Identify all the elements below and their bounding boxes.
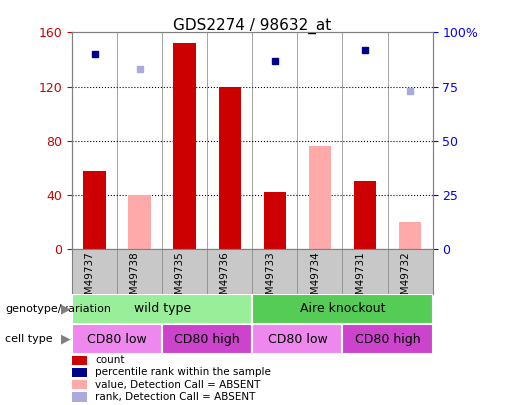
Text: CD80 low: CD80 low: [267, 333, 328, 346]
Text: rank, Detection Call = ABSENT: rank, Detection Call = ABSENT: [95, 392, 255, 402]
Bar: [252, 294, 433, 324]
Text: Aire knockout: Aire knockout: [300, 302, 385, 315]
Bar: [308, 146, 331, 249]
Text: ▶: ▶: [61, 302, 71, 315]
Bar: [128, 195, 151, 249]
Bar: [218, 87, 241, 249]
Text: percentile rank within the sample: percentile rank within the sample: [95, 367, 271, 377]
Text: ▶: ▶: [61, 333, 71, 345]
Bar: [83, 171, 106, 249]
Text: value, Detection Call = ABSENT: value, Detection Call = ABSENT: [95, 379, 261, 390]
Text: GSM49738: GSM49738: [130, 251, 140, 308]
Bar: [252, 324, 342, 354]
Bar: [72, 294, 252, 324]
Bar: [162, 324, 252, 354]
Text: GSM49731: GSM49731: [355, 251, 365, 308]
Text: GDS2274 / 98632_at: GDS2274 / 98632_at: [173, 18, 332, 34]
Text: GSM49735: GSM49735: [175, 251, 185, 308]
Text: GSM49732: GSM49732: [400, 251, 410, 308]
Bar: [72, 356, 87, 365]
Text: GSM49737: GSM49737: [84, 251, 95, 308]
Text: GSM49734: GSM49734: [310, 251, 320, 308]
Bar: [72, 392, 87, 402]
Text: wild type: wild type: [134, 302, 191, 315]
Text: CD80 high: CD80 high: [175, 333, 240, 346]
Text: cell type: cell type: [5, 334, 53, 344]
Text: genotype/variation: genotype/variation: [5, 304, 111, 313]
Bar: [264, 192, 286, 249]
Bar: [399, 222, 421, 249]
Text: count: count: [95, 355, 125, 365]
Text: CD80 low: CD80 low: [87, 333, 147, 346]
Bar: [354, 181, 376, 249]
Bar: [72, 324, 162, 354]
Bar: [72, 380, 87, 390]
Text: GSM49733: GSM49733: [265, 251, 275, 308]
Text: CD80 high: CD80 high: [355, 333, 420, 346]
Bar: [342, 324, 433, 354]
Bar: [72, 368, 87, 377]
Bar: [174, 43, 196, 249]
Text: GSM49736: GSM49736: [220, 251, 230, 308]
